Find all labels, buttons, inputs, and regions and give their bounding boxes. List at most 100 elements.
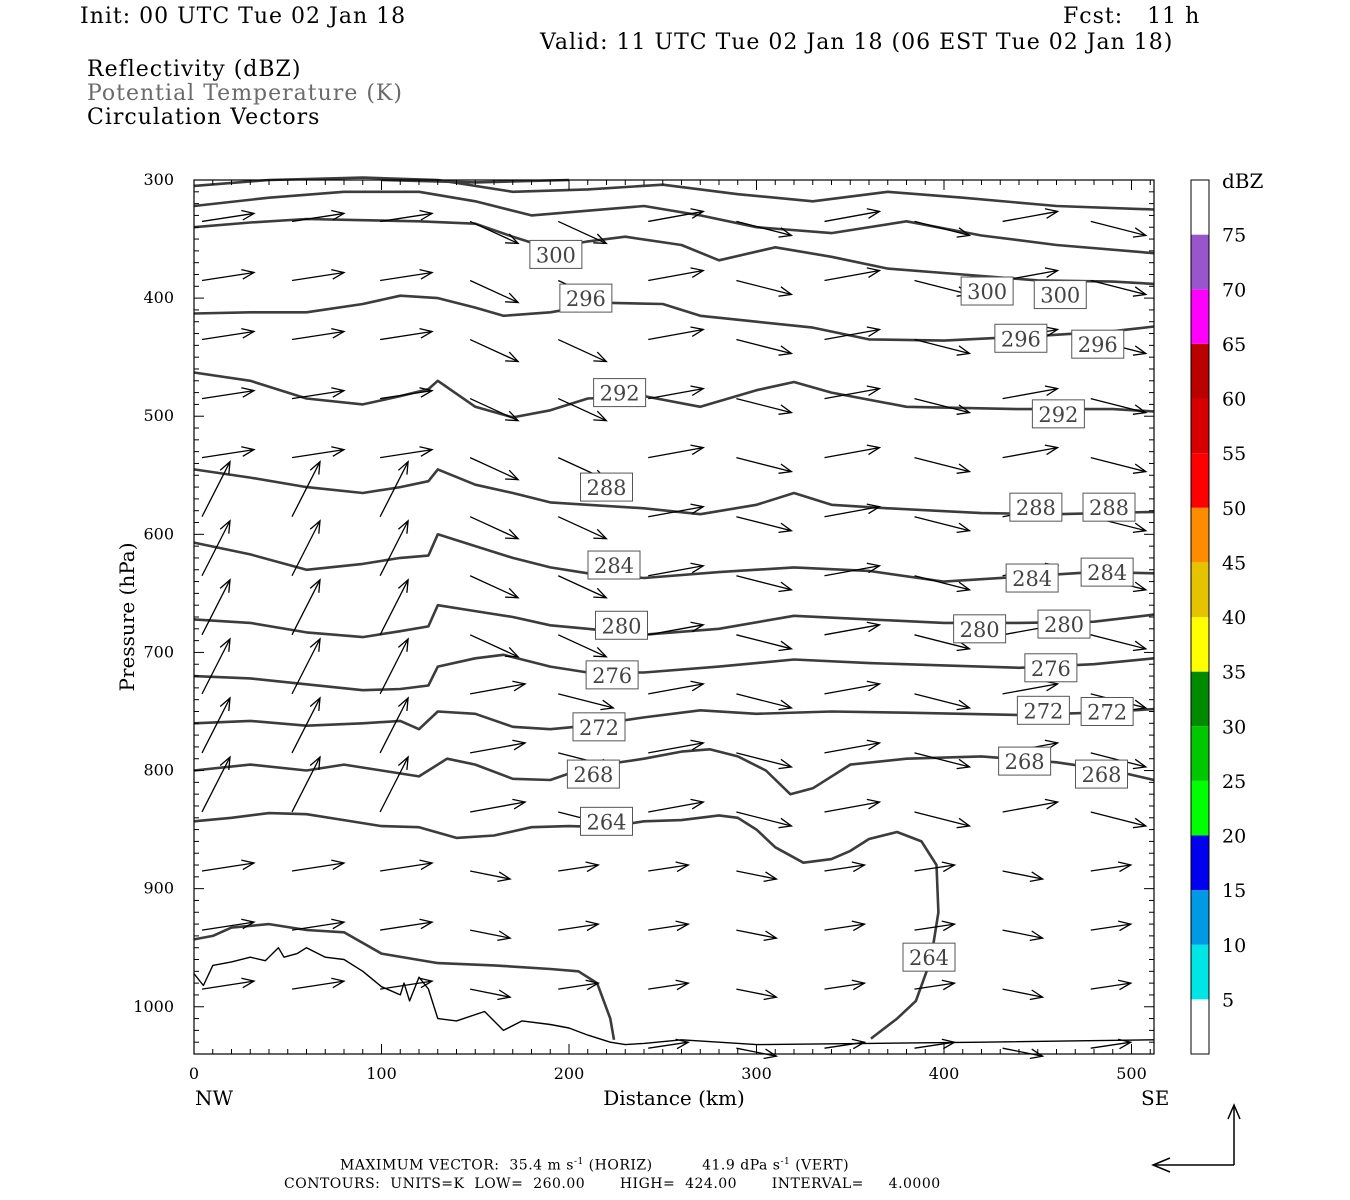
circulation-vector [201, 209, 256, 223]
circulation-vector [824, 326, 882, 341]
vector-head [1029, 1048, 1045, 1060]
x-axis-title: Distance (km) [603, 1086, 745, 1110]
circulation-vector [291, 387, 346, 400]
vector-shaft [291, 980, 345, 990]
colorbar-swatch [1191, 890, 1209, 945]
circulation-vector [558, 693, 616, 711]
vector-shaft [736, 516, 792, 532]
vector-head [866, 562, 882, 574]
vector-shaft [824, 506, 880, 518]
contour-label-box [1009, 492, 1063, 522]
vector-shaft [201, 461, 231, 517]
vector-shaft [558, 923, 599, 931]
circulation-vector [201, 327, 256, 341]
vector-head [778, 522, 794, 534]
circulation-vector [558, 861, 601, 873]
vector-head [1132, 640, 1148, 652]
colorbar-swatch [1191, 180, 1209, 235]
circulation-vector [469, 634, 520, 658]
contour-label-box [1075, 759, 1128, 789]
circulation-vector [557, 516, 608, 540]
vector-head [690, 267, 706, 278]
vector-shaft [557, 575, 607, 599]
contour-label: 288 [1089, 496, 1129, 520]
vector-head [419, 387, 434, 398]
vector-shaft [291, 330, 345, 341]
vector-shaft [914, 864, 955, 872]
contour-label-box [1031, 399, 1085, 429]
vector-shaft [201, 756, 231, 813]
vector-head [690, 326, 706, 337]
vector-head [419, 977, 434, 989]
vector-head [497, 989, 512, 1001]
circulation-vector [558, 920, 601, 932]
vector-shaft [824, 1041, 865, 1049]
vector-head [593, 351, 608, 363]
circulation-vector [379, 637, 409, 695]
vector-head [1132, 817, 1148, 829]
vector-head [593, 528, 608, 540]
vector-head [331, 446, 346, 457]
colorbar-swatch [1191, 398, 1209, 454]
vector-shaft [558, 864, 599, 872]
vector-shaft [469, 457, 519, 481]
vector-shaft [291, 756, 321, 813]
vector-shaft [201, 921, 255, 931]
isentrope-300-10 [193, 217, 1155, 286]
vector-head [1029, 989, 1045, 1001]
circulation-vector [469, 457, 520, 481]
y-tick-label: 300 [143, 170, 174, 189]
vector-shaft [824, 923, 865, 931]
vector-shaft [914, 634, 970, 650]
colorbar-label: 60 [1222, 389, 1246, 411]
circulation-vector [379, 755, 409, 813]
colorbar-swatch [1191, 234, 1209, 290]
vector-head [1044, 208, 1060, 219]
vector-shaft [824, 328, 880, 341]
vector-head [866, 739, 882, 751]
vector-head [219, 637, 231, 652]
contour-label-box [1071, 329, 1125, 359]
vector-head [956, 581, 972, 593]
circulation-vector [1002, 208, 1060, 223]
circulation-vector [914, 457, 972, 474]
circulation-vector [648, 503, 706, 518]
vector-head [397, 578, 409, 593]
vector-head [331, 859, 346, 871]
vector-head [593, 410, 608, 422]
vector-shaft [557, 634, 607, 658]
vector-head [1132, 345, 1148, 356]
circulation-vector [824, 979, 867, 991]
vector-shaft [201, 330, 255, 341]
reference-vector-icon [1151, 1103, 1241, 1173]
vector-head [675, 920, 691, 932]
contour-label: 292 [1038, 403, 1078, 427]
circulation-vector [914, 811, 972, 829]
vector-shaft [291, 389, 345, 400]
vector-head [941, 979, 957, 991]
vector-shaft [557, 516, 607, 540]
contour-label: 276 [1031, 657, 1071, 681]
vector-shaft [380, 449, 433, 459]
vector-shaft [824, 801, 880, 813]
vector-head [690, 562, 706, 574]
contour-label: 284 [594, 554, 634, 578]
circulation-vector [1002, 1047, 1045, 1060]
vector-shaft [380, 271, 433, 282]
vector-shaft [201, 271, 255, 282]
circulation-vector [469, 279, 520, 304]
circulation-vector [291, 755, 321, 813]
colorbar-swatch [1191, 726, 1209, 781]
vector-shaft [291, 461, 321, 517]
colorbar-label: 35 [1222, 662, 1246, 684]
circulation-vector [1002, 988, 1045, 1001]
vector-shaft [736, 988, 777, 998]
circulation-vector [379, 519, 409, 577]
vector-head [309, 637, 321, 652]
vector-head [505, 469, 520, 481]
vector-head [1132, 463, 1148, 474]
vector-shaft [914, 516, 970, 532]
vector-head [219, 755, 231, 770]
vector-head [309, 519, 321, 534]
vector-shaft [1002, 387, 1058, 400]
